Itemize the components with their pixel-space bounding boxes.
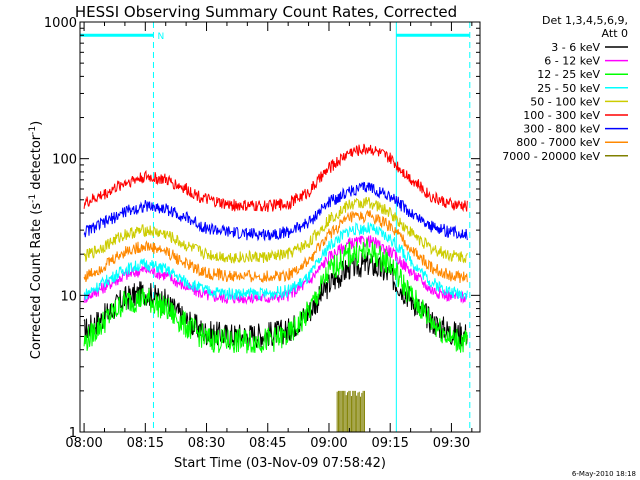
y-axis-label: Corrected Count Rate (s-1 detector-1) — [28, 121, 44, 359]
chart-title: HESSI Observing Summary Count Rates, Cor… — [75, 3, 457, 21]
y-tick-label: 1 — [69, 426, 77, 441]
series-line — [83, 181, 468, 242]
x-tick-label: 09:00 — [310, 436, 347, 451]
legend-label: 7000 - 20000 keV — [502, 150, 600, 163]
legend-label: 12 - 25 keV — [537, 68, 600, 81]
legend-label: 50 - 100 keV — [530, 95, 600, 108]
date-stamp: 6-May-2010 18:18 — [572, 470, 636, 478]
legend-label: 3 - 6 keV — [551, 41, 600, 54]
x-tick-label: 09:15 — [371, 436, 408, 451]
legend-label: 300 - 800 keV — [523, 123, 600, 136]
legend-header: Att 0 — [602, 27, 628, 40]
x-tick-label: 08:30 — [188, 436, 225, 451]
legend-header: Det 1,3,4,5,6,9, — [542, 14, 628, 27]
y-tick-label: 1000 — [44, 16, 77, 31]
series-line — [83, 209, 468, 284]
x-tick-label: 08:00 — [65, 436, 102, 451]
series-line — [83, 196, 468, 264]
x-tick-label: 08:45 — [249, 436, 286, 451]
series-line — [83, 238, 468, 354]
x-tick-label: 09:30 — [433, 436, 470, 451]
y-axis-label-part: detector — [29, 134, 44, 194]
axes: 1 10 100 1000 08:00 08:15 08:30 08:45 09:00 09:15… — [44, 16, 481, 451]
y-tick-label: 10 — [60, 289, 77, 304]
legend-label: 100 - 300 keV — [523, 109, 600, 122]
y-axis-label-part: ) — [29, 121, 44, 126]
legend-label: 800 - 7000 keV — [516, 136, 600, 149]
x-axis-label: Start Time (03-Nov-09 07:58:42) — [174, 456, 386, 471]
plot-frame — [79, 21, 481, 433]
y-tick-label: 100 — [52, 153, 77, 168]
x-tick-label: 08:15 — [127, 436, 164, 451]
legend-label: 25 - 50 keV — [537, 82, 600, 95]
legend-label: 6 - 12 keV — [544, 55, 600, 68]
night-marker: N — [157, 32, 164, 42]
y-axis-label-part: -1 — [28, 126, 38, 135]
series-line — [83, 143, 468, 213]
series-line — [83, 221, 468, 301]
series-line — [83, 235, 468, 305]
y-axis-label-part: -1 — [28, 194, 38, 203]
plot-area: N — [79, 22, 471, 432]
y-axis-label-part: Corrected Count Rate (s — [29, 203, 44, 360]
